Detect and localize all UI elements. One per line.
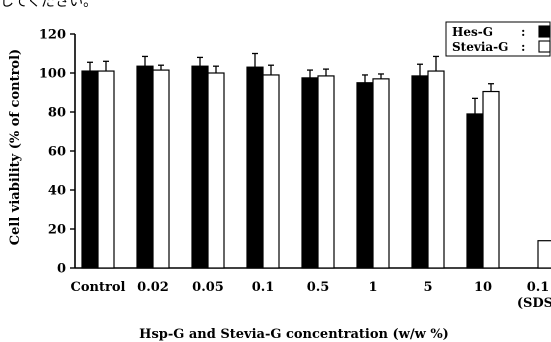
bar-stevia-g [317,75,335,269]
legend-box [445,21,551,57]
chart-bars [81,52,551,269]
bar-hes-g [81,70,99,269]
bar-stevia-g [152,69,170,269]
x-tick-label: 0.1 [527,280,550,295]
bar-hes-g [411,75,429,269]
y-tick-label: 100 [39,67,66,82]
x-axis-label: Hsp-G and Stevia-G concentration (w/w %) [139,327,449,342]
bar-stevia-g [97,70,115,269]
y-axis-ticks: 0 20 40 60 80 100 120 [39,28,75,277]
legend: Hes-G: Stevia-G: [445,21,551,57]
legend-swatch [538,25,551,38]
y-tick-label: 60 [48,145,66,160]
y-tick-label: 0 [57,262,66,277]
x-tick-label: 0.5 [307,280,330,295]
legend-swatch [538,40,551,53]
y-axis-label: Cell viability (% of control) [8,49,23,245]
bar-hes-g [191,65,209,269]
bar-hes-g [356,82,374,269]
bar-hes-g [301,77,319,269]
y-tick-label: 40 [48,184,66,199]
x-tick-label: 10 [474,280,492,295]
bar-stevia-g [262,74,280,269]
legend-separator: : [521,25,525,39]
bar-stevia-g [207,72,225,269]
bar-hes-g [246,66,264,269]
bar-stevia-g [482,90,500,269]
x-tick-sublabel: (SDS) [517,296,551,311]
legend-label: Hes-G [452,25,493,39]
x-tick-label: 0.05 [192,280,224,295]
bar-stevia-g [372,78,390,269]
x-tick-label: 0.02 [137,280,169,295]
bar-stevia-g [537,240,551,269]
bar-stevia-g [427,70,445,269]
top-note-text: してください。 [0,0,98,10]
x-tick-label: 1 [368,280,377,295]
bar-hes-g [466,113,484,269]
x-tick-label: 5 [423,280,432,295]
x-tick-label: 0.1 [252,280,275,295]
y-tick-label: 80 [48,106,66,121]
legend-separator: : [521,40,525,54]
x-tick-label: Control [71,280,126,295]
bar-hes-g [136,65,154,269]
y-tick-label: 20 [48,223,66,238]
legend-label: Stevia-G [452,40,508,54]
y-tick-label: 120 [39,28,66,43]
